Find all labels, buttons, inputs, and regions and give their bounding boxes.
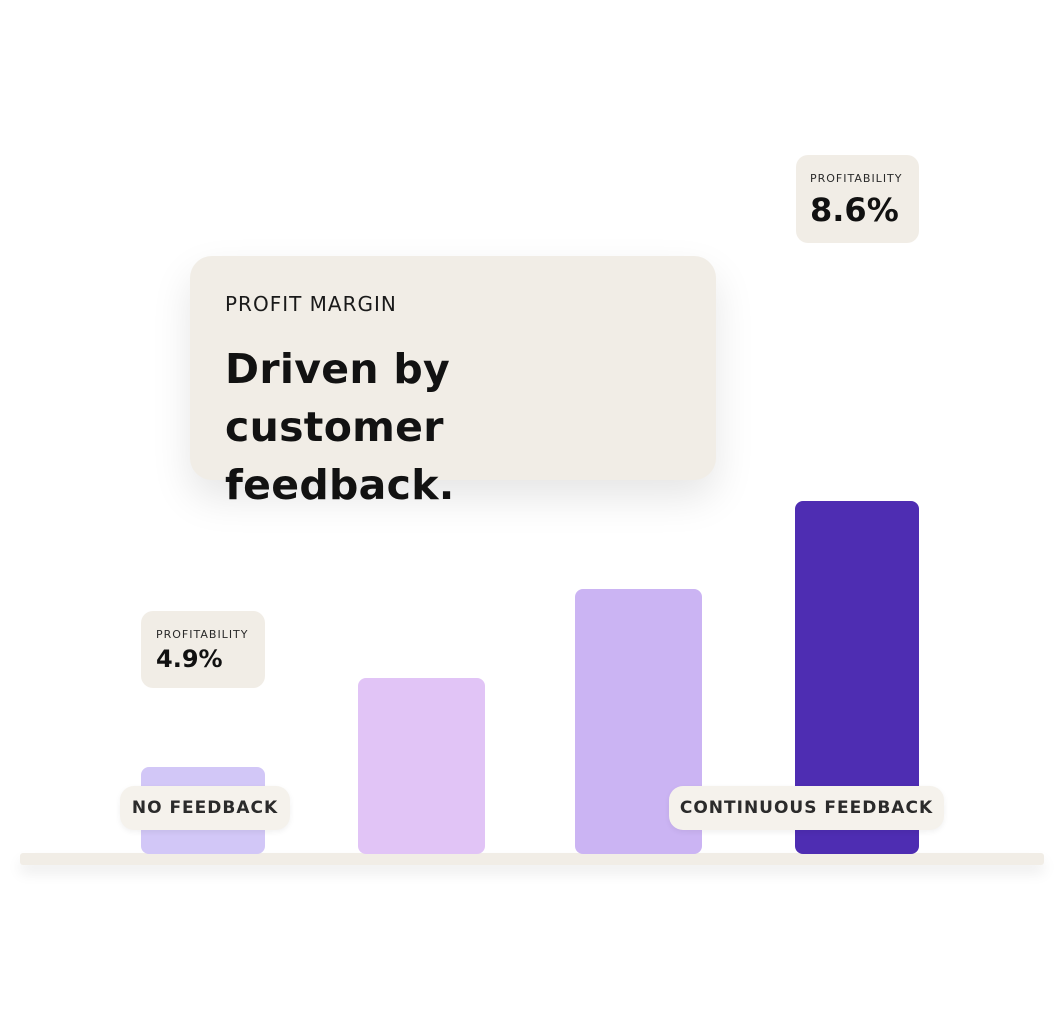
value-badge-no-feedback: PROFITABILITY 4.9% — [141, 611, 265, 688]
headline-eyebrow: PROFIT MARGIN — [225, 292, 397, 316]
category-label-continuous-feedback: CONTINUOUS FEEDBACK — [669, 786, 944, 830]
value-badge-kicker: PROFITABILITY — [156, 628, 249, 641]
headline-card: PROFIT MARGIN Driven by customer feedbac… — [190, 256, 716, 509]
bar-2 — [358, 678, 485, 854]
value-badge-kicker: PROFITABILITY — [810, 172, 903, 185]
headline-text: Driven by customer feedback. — [225, 345, 455, 509]
chart-baseline — [20, 853, 1044, 865]
value-badge-value: 4.9% — [156, 645, 223, 673]
value-badge-value: 8.6% — [810, 191, 899, 229]
category-label-no-feedback: NO FEEDBACK — [120, 786, 290, 830]
value-badge-continuous-feedback: PROFITABILITY 8.6% — [796, 155, 919, 243]
